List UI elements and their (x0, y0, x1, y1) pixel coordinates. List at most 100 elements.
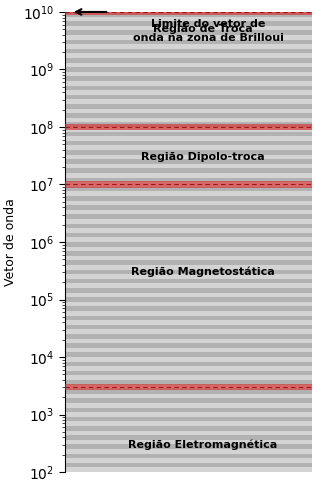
Bar (64, 353, 312, 357)
Bar (64, 205, 312, 210)
Bar (64, 375, 312, 380)
Bar (64, 366, 312, 371)
Bar (64, 109, 312, 113)
Bar (64, 283, 312, 288)
Bar (64, 196, 312, 201)
Bar (64, 12, 312, 17)
Bar (64, 30, 312, 35)
Bar (64, 44, 312, 49)
Bar (64, 21, 312, 26)
Bar (64, 67, 312, 72)
Bar (64, 131, 312, 136)
Bar (64, 371, 312, 375)
Bar (64, 154, 312, 159)
Bar (64, 224, 312, 228)
Bar (64, 431, 312, 435)
Bar (64, 246, 312, 251)
Bar (64, 334, 312, 338)
Bar (64, 357, 312, 362)
Bar (64, 35, 312, 39)
Bar (64, 421, 312, 426)
Bar (64, 146, 312, 150)
Text: Região Magnetostática: Região Magnetostática (131, 267, 275, 277)
Bar (64, 191, 312, 196)
Y-axis label: Vetor de onda: Vetor de onda (4, 198, 17, 286)
Bar (64, 181, 312, 187)
Bar (64, 72, 312, 76)
Bar (64, 95, 312, 99)
Bar (64, 182, 312, 187)
Bar (64, 435, 312, 440)
Bar (64, 274, 312, 279)
Bar (64, 385, 312, 389)
Bar (64, 76, 312, 81)
Bar (64, 81, 312, 86)
Bar (64, 311, 312, 316)
Bar (64, 150, 312, 154)
Bar (64, 293, 312, 297)
Text: Região de Troca: Região de Troca (153, 24, 253, 34)
Bar (64, 279, 312, 283)
Bar (64, 389, 312, 394)
Bar (64, 169, 312, 173)
Bar (64, 99, 312, 104)
Bar (64, 173, 312, 178)
Bar (64, 49, 312, 54)
Text: Região Dipolo-troca: Região Dipolo-troca (141, 152, 265, 162)
Bar (64, 265, 312, 270)
Bar (64, 124, 312, 130)
Bar (64, 329, 312, 334)
Bar (64, 233, 312, 237)
Bar (64, 164, 312, 169)
Bar (64, 408, 312, 412)
Bar (64, 39, 312, 44)
Bar (64, 468, 312, 472)
Bar (64, 187, 312, 191)
Bar (64, 141, 312, 146)
Bar (64, 348, 312, 353)
Bar (64, 325, 312, 329)
Bar (64, 26, 312, 30)
Bar (64, 380, 312, 385)
Bar (64, 440, 312, 445)
Bar (64, 113, 312, 118)
Bar (64, 237, 312, 242)
Bar (64, 445, 312, 449)
Bar (64, 62, 312, 67)
Bar (64, 214, 312, 219)
Bar (64, 159, 312, 164)
Bar (64, 449, 312, 453)
Bar (64, 86, 312, 90)
Bar (64, 17, 312, 21)
Bar (64, 270, 312, 274)
Bar (64, 219, 312, 224)
Bar (64, 297, 312, 302)
Bar (64, 426, 312, 431)
Bar (64, 104, 312, 109)
Bar (64, 136, 312, 141)
Text: Região Eletromagnética: Região Eletromagnética (128, 439, 278, 450)
Bar (64, 362, 312, 366)
Bar (64, 201, 312, 205)
Bar (64, 127, 312, 131)
Bar (64, 302, 312, 306)
Bar (64, 320, 312, 325)
Bar (64, 118, 312, 122)
Bar (64, 394, 312, 398)
Bar (64, 343, 312, 348)
Bar (64, 210, 312, 214)
Bar (64, 122, 312, 127)
Bar (64, 58, 312, 62)
Bar (64, 403, 312, 408)
Bar (64, 228, 312, 233)
Bar (64, 12, 312, 15)
Bar (64, 398, 312, 403)
Bar (64, 242, 312, 246)
Bar (64, 384, 312, 390)
Bar (64, 261, 312, 265)
Bar (64, 178, 312, 182)
Text: onda na zona de Brilloui: onda na zona de Brilloui (133, 33, 283, 43)
Bar (64, 453, 312, 458)
Text: Limite do vetor de: Limite do vetor de (151, 19, 265, 29)
Bar (64, 417, 312, 421)
